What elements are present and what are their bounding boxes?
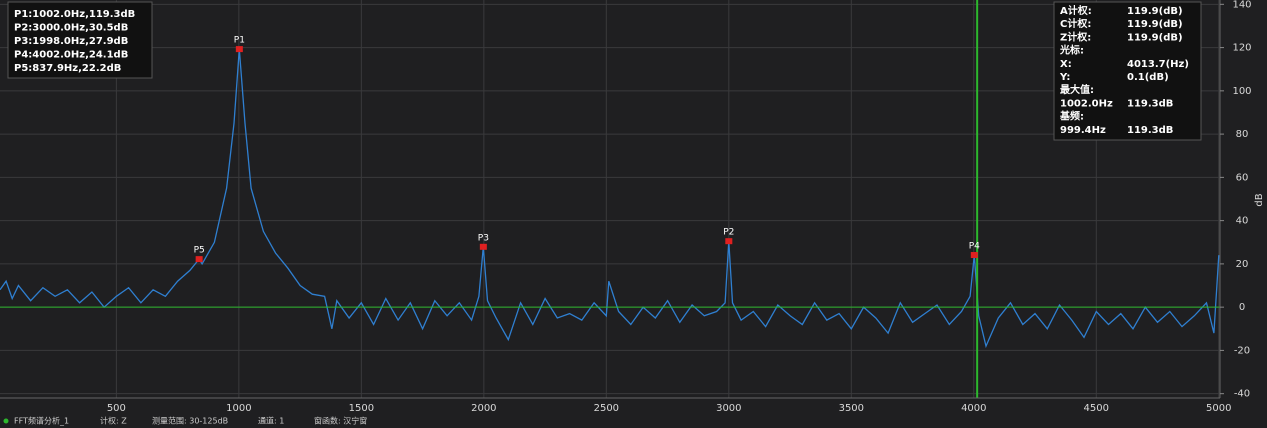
y-tick-label: 20 <box>1236 259 1249 270</box>
info-text: 1002.0Hz <box>1060 98 1113 109</box>
status-text: FFT频谱分析_1 <box>14 416 69 426</box>
info-text: 最大值: <box>1060 83 1094 96</box>
info-text: X: <box>1060 59 1072 70</box>
x-tick-label: 5000 <box>1206 403 1231 414</box>
info-text: 光标: <box>1059 44 1084 57</box>
info-text: C计权: <box>1060 17 1091 30</box>
info-text: A计权: <box>1060 4 1092 17</box>
status-text: 窗函数: 汉宁窗 <box>314 416 367 426</box>
info-text: Z计权: <box>1060 30 1091 43</box>
spectrum-line <box>0 49 1220 349</box>
info-text: 基频: <box>1059 110 1084 123</box>
y-tick-label: -40 <box>1234 389 1250 400</box>
x-tick-label: 4500 <box>1084 403 1109 414</box>
y-tick-label: -20 <box>1234 345 1250 356</box>
y-axis-label: dB <box>1254 193 1265 206</box>
peak-marker <box>970 252 978 259</box>
x-tick-label: 3000 <box>716 403 741 414</box>
x-tick-label: 3500 <box>839 403 864 414</box>
y-tick-label: 120 <box>1232 43 1251 54</box>
peak-text: P5:837.9Hz,22.2dB <box>14 63 121 74</box>
peak-marker <box>479 243 487 250</box>
peak-label: P4 <box>969 242 980 252</box>
y-tick-label: 80 <box>1236 129 1249 140</box>
peak-label: P3 <box>478 233 489 243</box>
y-tick-label: 0 <box>1239 302 1245 313</box>
status-text: 通道: 1 <box>258 416 284 426</box>
x-tick-label: 2000 <box>471 403 496 414</box>
x-tick-label: 2500 <box>594 403 619 414</box>
peak-marker <box>725 238 733 245</box>
y-tick-label: 100 <box>1232 86 1251 97</box>
y-tick-label: 60 <box>1236 172 1249 183</box>
status-dot <box>3 418 9 424</box>
info-text: 119.9(dB) <box>1127 32 1183 43</box>
info-text: 0.1(dB) <box>1127 72 1169 83</box>
info-text: 119.9(dB) <box>1127 6 1183 17</box>
y-tick-label: 140 <box>1232 0 1251 10</box>
x-tick-label: 500 <box>107 403 126 414</box>
x-tick-label: 1500 <box>349 403 374 414</box>
peak-label: P1 <box>234 36 245 46</box>
info-text: 4013.7(Hz) <box>1127 59 1189 70</box>
status-text: 测量范围: 30-125dB <box>152 416 228 426</box>
peak-label: P5 <box>194 246 205 256</box>
peak-marker <box>235 46 243 53</box>
info-text: 999.4Hz <box>1060 125 1106 136</box>
x-tick-label: 1000 <box>226 403 251 414</box>
info-text: 119.9(dB) <box>1127 19 1183 30</box>
info-text: 119.3dB <box>1127 98 1173 109</box>
info-text: 119.3dB <box>1127 125 1173 136</box>
status-text: 计权: Z <box>100 416 127 426</box>
peak-text: P2:3000.0Hz,30.5dB <box>14 23 128 34</box>
peak-text: P3:1998.0Hz,27.9dB <box>14 36 128 47</box>
y-tick-label: 40 <box>1236 216 1249 227</box>
x-tick-label: 4000 <box>961 403 986 414</box>
peak-text: P1:1002.0Hz,119.3dB <box>14 9 135 20</box>
peak-marker <box>195 256 203 263</box>
info-text: Y: <box>1059 72 1070 83</box>
peak-box <box>7 1 153 79</box>
peak-label: P2 <box>723 228 734 238</box>
peak-text: P4:4002.0Hz,24.1dB <box>14 50 128 61</box>
info-box <box>1053 1 1202 141</box>
